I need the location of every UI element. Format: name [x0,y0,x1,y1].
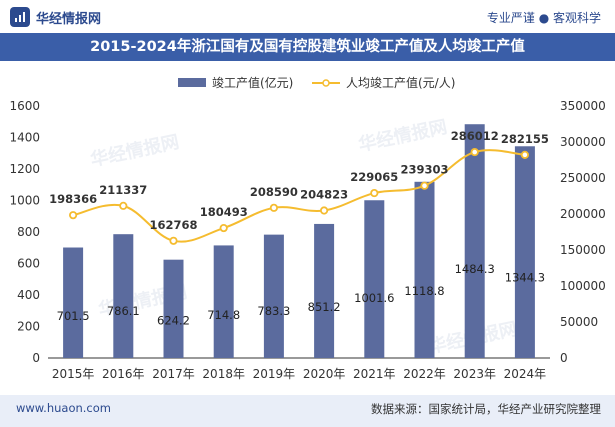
bar[interactable] [464,124,485,358]
line-point[interactable] [470,147,479,157]
title-band [0,33,615,61]
x-tick-label: 2023年 [453,367,496,381]
brand-logo-icon [10,7,30,27]
bar-value-label: 1484.3 [455,262,495,276]
tagline: 专业严谨 ● 客观科学 [486,11,601,25]
line-value-label: 282155 [501,132,549,146]
line-value-label: 162768 [149,218,197,232]
data-source: 数据来源：国家统计局，华经产业研究院整理 [371,402,601,416]
line-point[interactable] [119,201,128,210]
line-point[interactable] [420,181,429,190]
line-point[interactable] [269,203,278,212]
bar[interactable] [163,259,184,358]
line-series-path [72,149,525,243]
bar[interactable] [213,245,234,358]
y-left-tick-label: 800 [17,225,40,239]
y-right-tick-label: 200000 [560,207,606,221]
line-point[interactable] [169,236,178,245]
bar[interactable] [263,234,284,358]
y-left-tick-label: 1600 [9,99,40,113]
y-left-tick-label: 400 [17,288,40,302]
line-value-label: 198366 [49,192,97,206]
bar-value-label: 714.8 [207,308,240,322]
line-point[interactable] [520,150,530,159]
line-value-label: 204823 [300,188,348,202]
line-value-label: 286012 [451,129,499,143]
footer [0,395,615,427]
x-tick-label: 2019年 [253,367,296,381]
x-tick-label: 2024年 [504,367,547,381]
y-left-tick-label: 600 [17,257,40,271]
bar[interactable] [514,146,535,358]
y-right-tick-label: 50000 [560,315,598,329]
line-point[interactable] [370,188,379,198]
website-link[interactable]: www.huaon.com [16,401,111,415]
brand[interactable]: 华经情报网 [10,7,101,27]
line-point[interactable] [319,206,329,215]
bar-value-label: 1344.3 [505,271,545,285]
x-tick-label: 2018年 [202,367,245,381]
chart-area: 竣工产值(亿元)人均竣工产值(元/人)华经情报网华经情报网华经情报网华经情报网0… [9,75,606,381]
line-point[interactable] [219,223,228,233]
watermark: 华经情报网 [356,116,449,156]
line-value-label: 208590 [250,185,298,199]
legend-bar-swatch [178,78,206,87]
watermark: 华经情报网 [88,131,181,171]
bar-value-label: 701.5 [57,309,90,323]
x-tick-label: 2020年 [303,367,346,381]
chart-title: 2015-2024年浙江国有及国有控股建筑业竣工产值及人均竣工产值 [90,39,525,55]
y-right-tick-label: 0 [560,351,568,365]
bar[interactable] [414,181,435,358]
y-right-tick-label: 300000 [560,135,606,149]
bar[interactable] [113,234,134,358]
bar-value-label: 783.3 [257,304,290,318]
y-left-tick-label: 1200 [9,162,40,176]
x-tick-label: 2016年 [102,367,145,381]
legend-line-label: 人均竣工产值(元/人) [346,75,455,90]
y-left-tick-label: 200 [17,320,40,334]
x-tick-label: 2022年 [403,367,446,381]
y-right-tick-label: 350000 [560,99,606,113]
y-right-tick-label: 100000 [560,279,606,293]
line-point[interactable] [69,211,78,220]
y-right-tick-label: 250000 [560,171,606,185]
bar[interactable] [314,223,335,358]
y-left-tick-label: 1000 [9,194,40,208]
y-left-tick-label: 1400 [9,131,40,145]
legend-line-marker [322,79,330,87]
y-right-tick-label: 150000 [560,243,606,257]
y-left-tick-label: 0 [32,351,40,365]
line-value-label: 211337 [99,183,147,197]
bar-value-label: 624.2 [157,314,190,328]
bar-value-label: 1001.6 [354,291,394,305]
legend-bar-label: 竣工产值(亿元) [212,75,293,90]
line-value-label: 239303 [400,163,448,177]
top-bar: 华经情报网 专业严谨 ● 客观科学 [0,0,615,33]
x-tick-label: 2015年 [52,367,95,381]
bar-value-label: 1118.8 [404,284,444,298]
line-value-label: 180493 [200,205,248,219]
x-tick-label: 2021年 [353,367,396,381]
bar-value-label: 851.2 [308,300,341,314]
bar-value-label: 786.1 [107,304,140,318]
bar[interactable] [63,247,84,358]
x-tick-label: 2017年 [152,367,195,381]
brand-name: 华经情报网 [36,11,102,27]
bar[interactable] [364,200,385,358]
line-value-label: 229065 [350,170,398,184]
